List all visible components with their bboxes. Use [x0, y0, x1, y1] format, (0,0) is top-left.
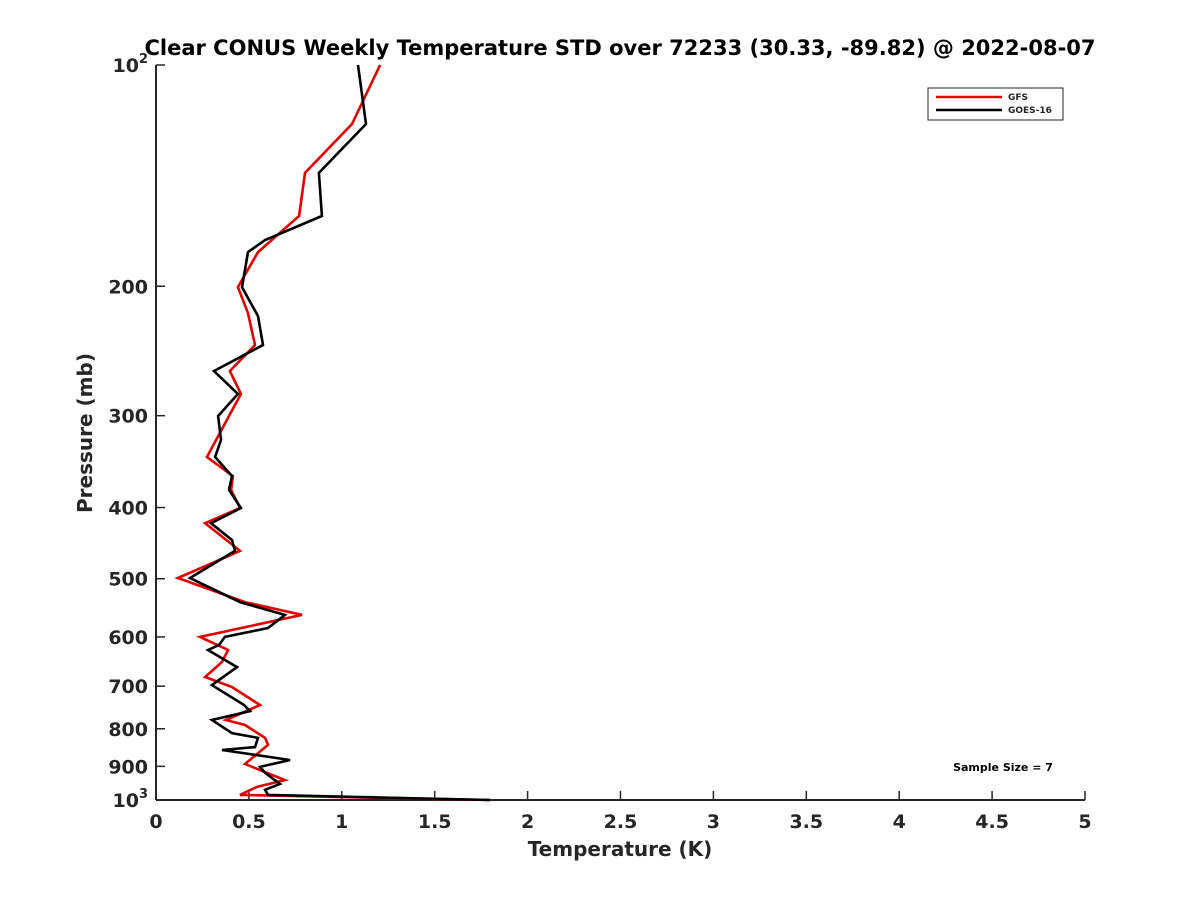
y-tick-label: 103 — [113, 787, 149, 812]
y-tick-label: 102 — [113, 52, 149, 77]
series-lines — [174, 64, 491, 802]
x-axis-label: Temperature (K) — [528, 837, 713, 861]
x-tick-label: 1.5 — [418, 811, 452, 833]
x-tick-label: 2.5 — [604, 811, 638, 833]
x-tick-label: 4 — [893, 811, 906, 833]
y-tick-label: 400 — [108, 498, 148, 520]
y-tick-label: 800 — [108, 719, 148, 741]
x-tick-label: 4.5 — [975, 811, 1009, 833]
x-tick-label: 0.5 — [232, 811, 266, 833]
y-tick-label: 700 — [108, 676, 148, 698]
legend-box — [927, 87, 1064, 121]
sample-size-annotation: Sample Size = 7 — [953, 761, 1053, 774]
y-tick-label: 600 — [108, 627, 148, 649]
legend-label-goes: GOES-16 — [1008, 106, 1052, 116]
x-tick-label: 1 — [335, 811, 348, 833]
x-tick-label: 0 — [149, 811, 162, 833]
axes: 0 0.5 1 1.5 2 2.5 3 3.5 4 4.5 5 102 200 300 400 500 600 7… — [108, 52, 1091, 833]
legend-label-gfs: GFS — [1008, 93, 1028, 103]
y-tick-label: 200 — [108, 276, 148, 298]
x-tick-label: 5 — [1078, 811, 1091, 833]
chart-title: Clear CONUS Weekly Temperature STD over … — [144, 36, 1095, 60]
x-tick-label: 3 — [707, 811, 720, 833]
series-line-gfs — [174, 64, 491, 802]
y-tick-label: 500 — [108, 569, 148, 591]
y-tick-label: 900 — [108, 756, 148, 778]
y-axis-label: Pressure (mb) — [73, 353, 97, 513]
x-tick-label: 2 — [521, 811, 534, 833]
series-line-goes-16 — [187, 64, 491, 802]
legend: GFS GOES-16 — [927, 87, 1064, 121]
y-tick-label: 300 — [108, 406, 148, 428]
x-tick-label: 3.5 — [789, 811, 823, 833]
